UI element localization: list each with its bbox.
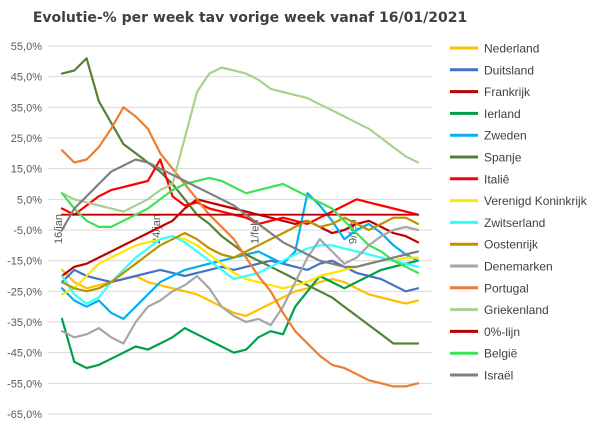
legend-label: Verenigd Koninkrijk [484,194,588,208]
legend-label: Denemarken [484,260,553,274]
y-tick-label: 55,0% [11,41,42,53]
y-tick-label: 25,0% [11,133,42,145]
series-line [60,158,420,225]
y-tick-label: 35,0% [11,102,42,114]
series-line [60,259,420,293]
legend-label: Israël [484,369,513,383]
legend-label: Zwitserland [484,216,545,230]
legend-label: Zweden [484,129,527,143]
x-tick-label: 16/jan [53,214,65,244]
series-line [60,235,420,305]
series-line [60,225,420,345]
legend-label: Griekenland [484,303,549,317]
y-tick-label: -25,0% [7,286,42,298]
legend-label: Nederland [484,42,539,56]
legend-label: Duitsland [484,63,534,77]
legend-label: Portugal [484,281,529,295]
legend-label: Italiê [484,172,510,186]
series-lines [60,57,420,388]
legend-label: Oostenrijk [484,238,539,252]
legend-label: Ierland [484,107,521,121]
y-axis: 55,0% 45,0% 35,0% 25,0% 15,0% 5,0% -5,0% -15,0%… [7,41,42,421]
series-line [60,192,420,320]
y-tick-label: -45,0% [7,348,42,360]
x-tick-label: 1/feb [249,220,261,244]
legend: Nederland Duitsland Frankrijk Ierland Zweden… [450,42,588,383]
series-line [60,158,420,268]
y-tick-label: -65,0% [7,409,42,421]
y-tick-label: 5,0% [17,194,42,206]
series-line [60,66,420,213]
legend-label: 0%-lijn [484,325,520,339]
series-line [60,176,420,274]
y-tick-label: 45,0% [11,72,42,84]
legend-label: België [484,347,518,361]
legend-label: Spanje [484,151,522,165]
series-line [60,216,420,293]
y-tick-label: -15,0% [7,256,42,268]
y-tick-label: -5,0% [13,225,42,237]
series-line [60,106,420,388]
series-line [60,259,420,370]
y-tick-label: -35,0% [7,317,42,329]
x-axis: 16/jan 24/jan 1/feb 9/feb [53,214,360,244]
chart-title: Evolutie-% per week tav vorige week vana… [32,10,468,26]
y-tick-label: 15,0% [11,164,42,176]
gridlines [48,45,432,415]
y-tick-label: -55,0% [7,378,42,390]
legend-label: Frankrijk [484,85,531,99]
